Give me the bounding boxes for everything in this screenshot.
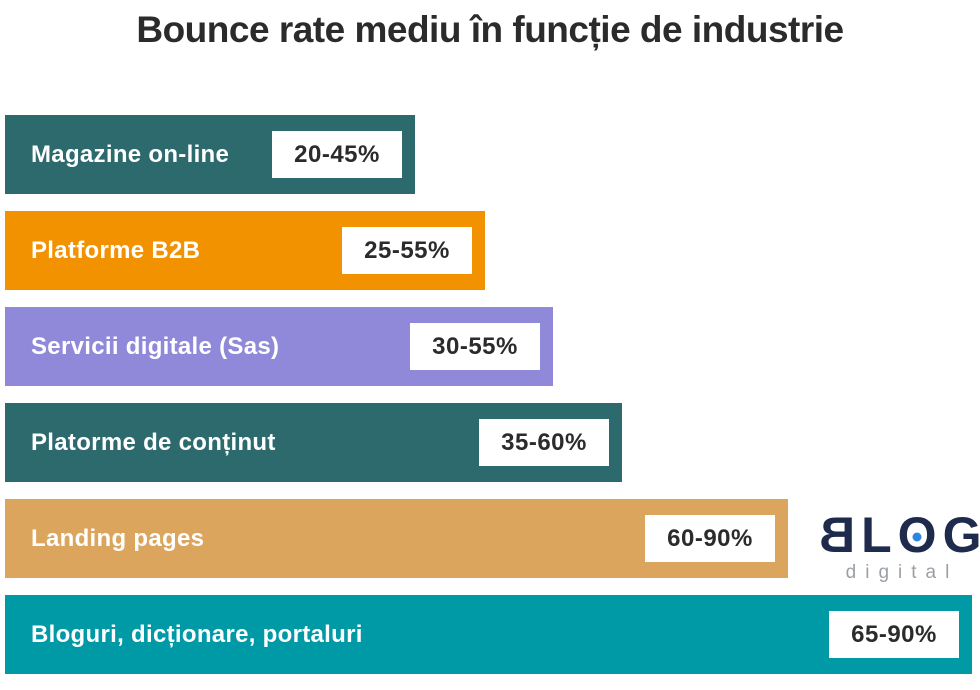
chart-title: Bounce rate mediu în funcție de industri… <box>136 9 844 50</box>
logo-letter-o: O <box>898 510 937 560</box>
bar-value-badge: 35-60% <box>479 419 609 466</box>
bar-value-badge: 25-55% <box>342 227 472 274</box>
bar-row: Platforme B2B 25-55% <box>5 211 485 290</box>
blog-digital-logo: BLOG digital <box>816 507 980 584</box>
logo-letter-b: B <box>819 507 856 563</box>
bar-row: Servicii digitale (Sas) 30-55% <box>5 307 553 386</box>
logo-wordmark: BLOG <box>816 507 980 563</box>
bar-row: Platorme de conținut 35-60% <box>5 403 622 482</box>
logo-o-dot-icon <box>912 532 922 542</box>
logo-subtext: digital <box>845 562 959 583</box>
infographic-canvas: Bounce rate mediu în funcție de industri… <box>0 8 980 690</box>
bar-category-label: Platorme de conținut <box>31 428 276 456</box>
bar-value-badge: 30-55% <box>410 323 540 370</box>
bar-category-label: Platforme B2B <box>31 236 201 264</box>
bar-category-label: Servicii digitale (Sas) <box>31 332 280 360</box>
bar-category-label: Magazine on-line <box>31 140 230 168</box>
bar-row: Landing pages 60-90% <box>5 499 788 578</box>
bar-value-badge: 60-90% <box>645 515 775 562</box>
bar-chart: Magazine on-line 20-45% Platforme B2B 25… <box>5 115 980 674</box>
bar-value-badge: 65-90% <box>829 611 959 658</box>
logo-letter-g: G <box>942 507 980 563</box>
bar-category-label: Landing pages <box>31 524 205 552</box>
bar-row: Magazine on-line 20-45% <box>5 115 415 194</box>
logo-letter-l: L <box>861 507 892 563</box>
bar-value-badge: 20-45% <box>272 131 402 178</box>
bar-category-label: Bloguri, dicționare, portaluri <box>31 620 363 648</box>
bar-row: Bloguri, dicționare, portaluri 65-90% <box>5 595 972 674</box>
